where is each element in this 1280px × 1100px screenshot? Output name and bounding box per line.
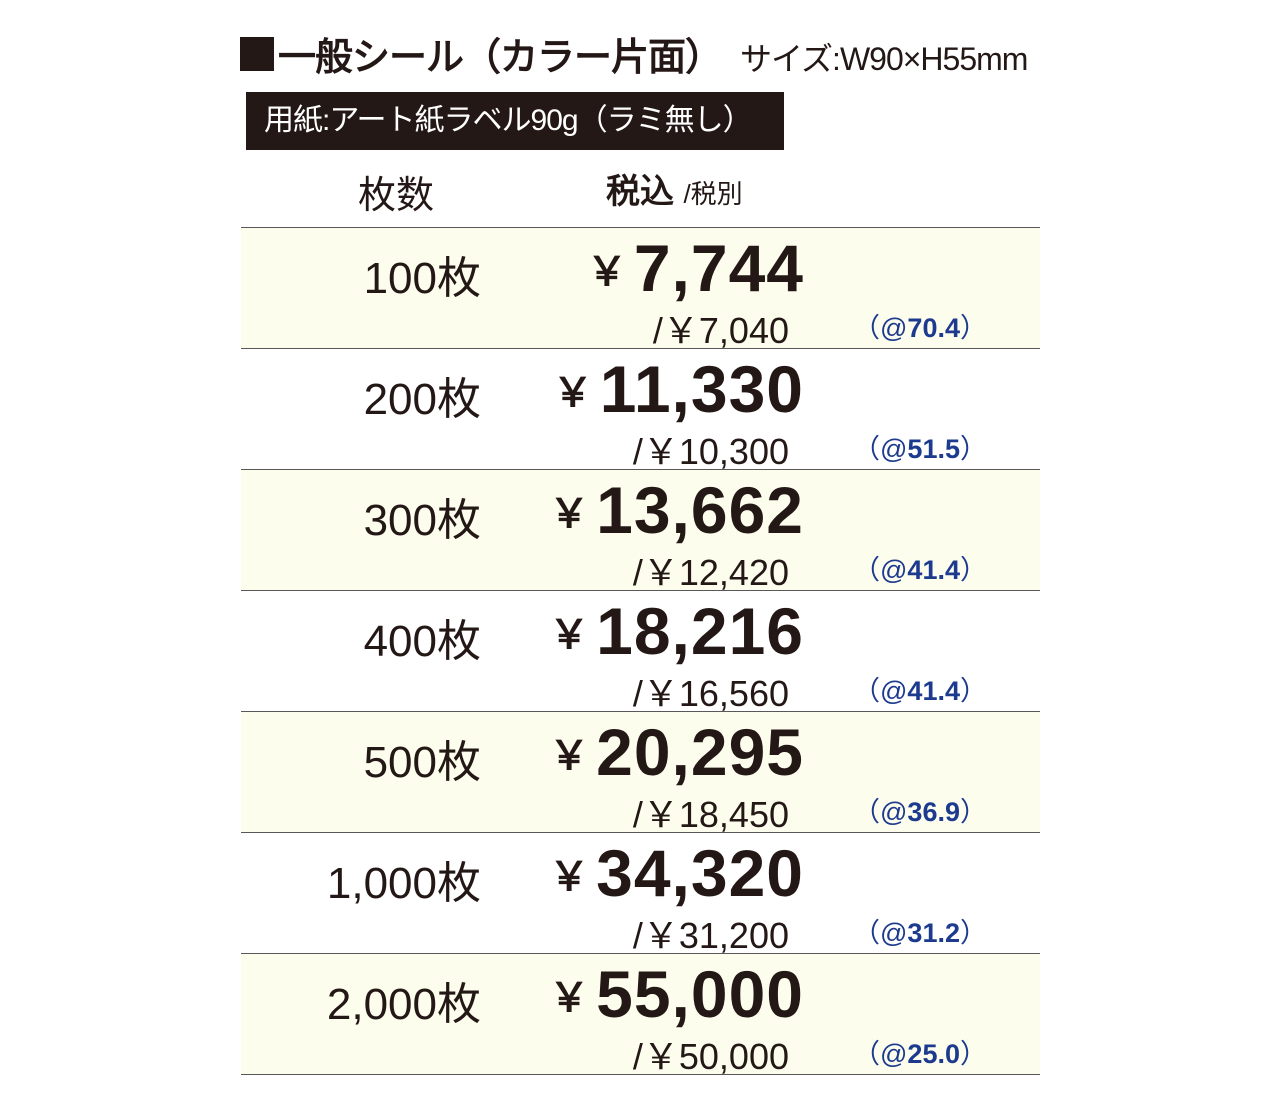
price-tax-excluded: /￥31,200 — [632, 915, 789, 956]
price-tax-included: ￥7,744 — [587, 230, 804, 306]
unit-open: （@ — [853, 434, 908, 464]
table-row: 2,000枚 ￥55,000 /￥50,000 （@25.0） — [241, 954, 1040, 1077]
unit-open: （@ — [853, 676, 908, 706]
table-row: 200枚 ￥11,330 /￥10,300 （@51.5） — [241, 349, 1040, 472]
unit-close: ） — [959, 555, 987, 585]
quantity: 1,000枚 — [326, 859, 481, 908]
unit-open: （@ — [853, 797, 908, 827]
price-tax-included: ￥18,216 — [549, 593, 804, 669]
quantity: 200枚 — [363, 375, 481, 424]
price-tax-excluded: /￥10,300 — [632, 431, 789, 472]
unit-price: （@36.9） — [853, 790, 987, 829]
unit-open: （@ — [853, 313, 908, 343]
header-quantity: 枚数 — [358, 175, 435, 217]
price-tax-included: ￥34,320 — [549, 835, 804, 911]
price-value: 55,000 — [596, 957, 804, 1031]
unit-price-value: 51.5 — [907, 434, 960, 464]
quantity: 2,000枚 — [326, 980, 481, 1029]
price-tax-excluded: /￥7,040 — [652, 310, 789, 351]
paper-label: 用紙:アート紙ラベル90g（ラミ無し） — [246, 92, 784, 150]
table-row: 500枚 ￥20,295 /￥18,450 （@36.9） — [241, 712, 1040, 835]
price-value: 20,295 — [596, 715, 804, 789]
yen-symbol: ￥ — [549, 734, 591, 778]
unit-open: （@ — [853, 555, 908, 585]
price-tax-included: ￥11,330 — [553, 351, 804, 427]
price-value: 7,744 — [633, 231, 804, 305]
product-size: サイズ:W90×H55mm — [740, 41, 1028, 77]
quantity: 100枚 — [363, 254, 481, 303]
table-row: 400枚 ￥18,216 /￥16,560 （@41.4） — [241, 591, 1040, 714]
unit-price-value: 41.4 — [907, 555, 960, 585]
quantity: 500枚 — [363, 738, 481, 787]
yen-symbol: ￥ — [549, 976, 591, 1020]
table-row: 100枚 ￥7,744 /￥7,040 （@70.4） — [241, 228, 1040, 351]
table-row: 1,000枚 ￥34,320 /￥31,200 （@31.2） — [241, 833, 1040, 956]
price-tax-excluded: /￥50,000 — [632, 1036, 789, 1077]
unit-price-value: 25.0 — [907, 1039, 960, 1069]
unit-price: （@41.4） — [853, 669, 987, 708]
unit-close: ） — [959, 434, 987, 464]
unit-close: ） — [959, 918, 987, 948]
unit-close: ） — [959, 1039, 987, 1069]
unit-close: ） — [959, 313, 987, 343]
unit-close: ） — [959, 676, 987, 706]
unit-price-value: 36.9 — [907, 797, 960, 827]
price-value: 34,320 — [596, 836, 804, 910]
price-tax-included: ￥55,000 — [549, 956, 804, 1032]
unit-open: （@ — [853, 1039, 908, 1069]
yen-symbol: ￥ — [549, 855, 591, 899]
unit-price-value: 31.2 — [907, 918, 960, 948]
unit-price: （@25.0） — [853, 1032, 987, 1071]
unit-price-value: 70.4 — [907, 313, 960, 343]
unit-price: （@51.5） — [853, 427, 987, 466]
price-tax-included: ￥13,662 — [549, 472, 804, 548]
yen-symbol: ￥ — [549, 613, 591, 657]
page-title: 一般シール（カラー片面） サイズ:W90×H55mm — [240, 26, 1028, 81]
square-bullet-icon — [240, 36, 274, 71]
price-tax-excluded: /￥12,420 — [632, 552, 789, 593]
unit-close: ） — [959, 797, 987, 827]
price-value: 11,330 — [599, 352, 804, 426]
unit-price: （@41.4） — [853, 548, 987, 587]
yen-symbol: ￥ — [586, 250, 628, 294]
unit-price: （@70.4） — [853, 306, 987, 345]
unit-open: （@ — [853, 918, 908, 948]
price-table: 100枚 ￥7,744 /￥7,040 （@70.4） 200枚 ￥11,330… — [241, 227, 1040, 1077]
header-tax-excluded: /税別 — [683, 179, 743, 209]
unit-price: （@31.2） — [853, 911, 987, 950]
price-tax-included: ￥20,295 — [549, 714, 804, 790]
quantity: 300枚 — [363, 496, 481, 545]
price-tax-excluded: /￥16,560 — [632, 673, 789, 714]
table-row: 300枚 ￥13,662 /￥12,420 （@41.4） — [241, 470, 1040, 593]
price-value: 18,216 — [596, 594, 804, 668]
yen-symbol: ￥ — [552, 371, 594, 415]
unit-price-value: 41.4 — [907, 676, 960, 706]
product-title: 一般シール（カラー片面） — [278, 37, 723, 79]
header-tax-included: 税込 — [606, 173, 674, 211]
price-value: 13,662 — [596, 473, 804, 547]
yen-symbol: ￥ — [549, 492, 591, 536]
price-tax-excluded: /￥18,450 — [632, 794, 789, 835]
header-price: 税込 /税別 — [606, 164, 743, 213]
quantity: 400枚 — [363, 617, 481, 666]
